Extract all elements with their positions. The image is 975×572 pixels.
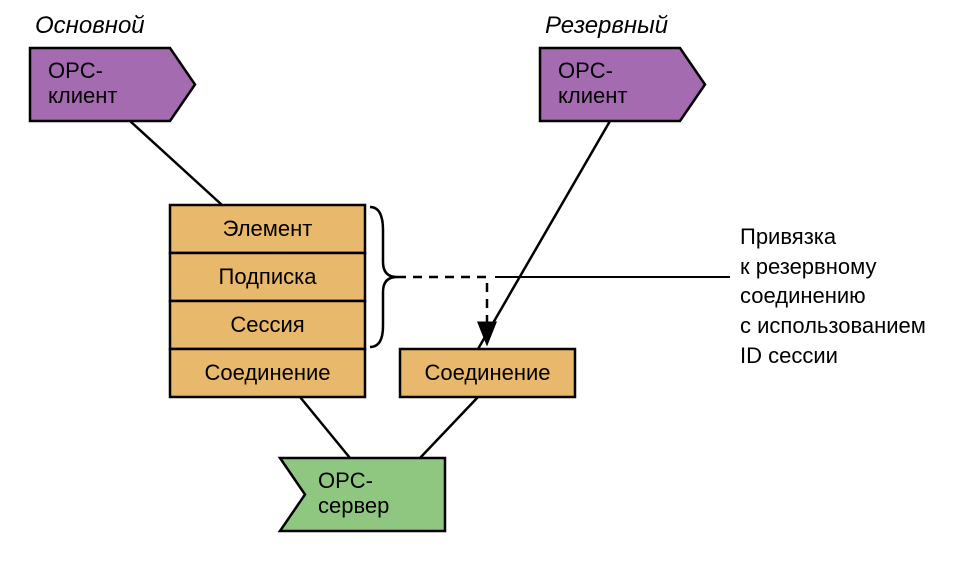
server-shape xyxy=(280,458,445,531)
stack-row-element xyxy=(170,205,365,253)
edge-backup-server xyxy=(420,397,478,458)
annotation-l5: ID сессии xyxy=(740,343,838,368)
dashed-binding-arrow xyxy=(397,277,487,344)
annotation-l1: Привязка xyxy=(740,224,836,249)
backup-header: Резервный xyxy=(545,12,668,40)
stack-subscription-label: Подписка xyxy=(170,253,365,301)
stack-row-connection xyxy=(170,349,365,397)
edge-client2-backup xyxy=(478,121,610,349)
stack-element-label: Элемент xyxy=(170,205,365,253)
client2-label: OPC- клиент xyxy=(558,58,627,109)
stack-row-subscription xyxy=(170,253,365,301)
diagram-root: Основной Резервный OPC- клиент OPC- клие… xyxy=(0,0,975,572)
client1-line2: клиент xyxy=(48,83,117,108)
stack-session-label: Сессия xyxy=(170,301,365,349)
annotation-l4: с использованием xyxy=(740,313,926,338)
stack-connection-label: Соединение xyxy=(170,349,365,397)
client1-label: OPC- клиент xyxy=(48,58,117,109)
server-label: OPC- сервер xyxy=(318,468,389,519)
edge-stack-server xyxy=(300,397,350,458)
client2-shape xyxy=(540,48,705,121)
client1-line1: OPC- xyxy=(48,58,103,83)
backup-connection-label: Соединение xyxy=(400,349,575,397)
client1-shape xyxy=(30,48,195,121)
server-line1: OPC- xyxy=(318,468,373,493)
backup-connection-box xyxy=(400,349,575,397)
annotation-l2: к резервному xyxy=(740,254,876,279)
binding-annotation: Привязка к резервному соединению с испол… xyxy=(740,222,926,370)
client2-line2: клиент xyxy=(558,83,627,108)
server-line2: сервер xyxy=(318,493,389,518)
primary-header: Основной xyxy=(35,12,145,40)
edge-client1-stack xyxy=(130,121,222,205)
annotation-l3: соединению xyxy=(740,283,866,308)
stack-row-session xyxy=(170,301,365,349)
client2-line1: OPC- xyxy=(558,58,613,83)
curly-brace xyxy=(370,207,397,347)
